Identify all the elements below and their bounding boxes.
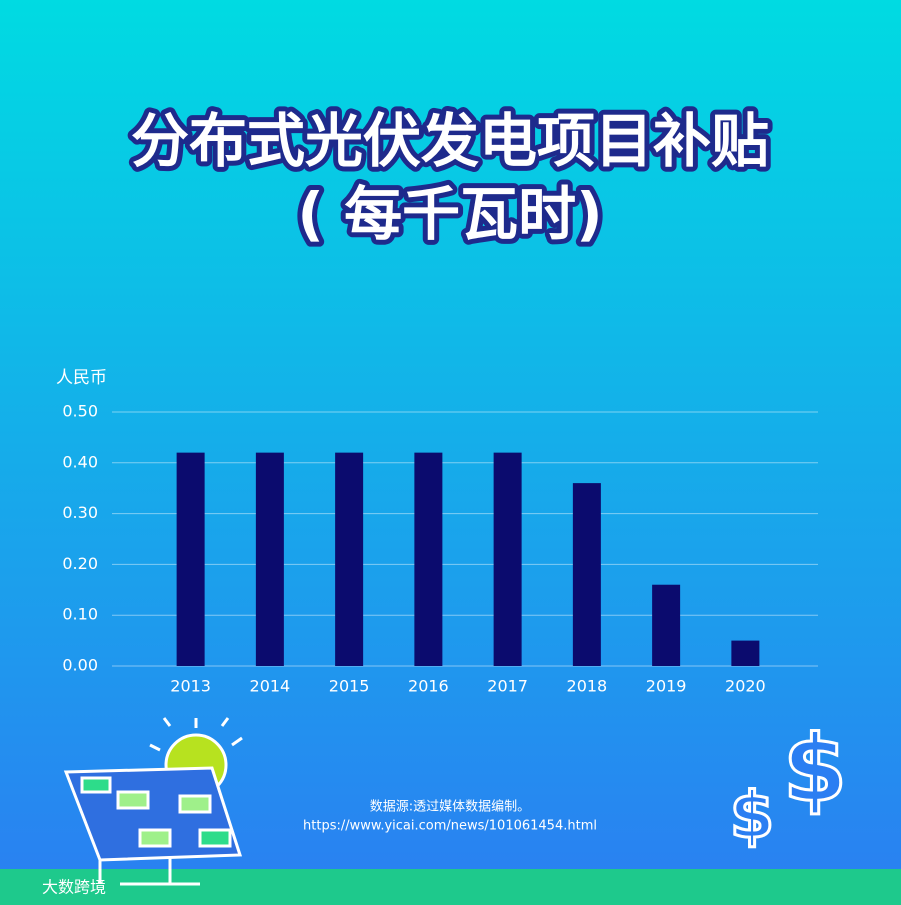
bar bbox=[176, 452, 205, 666]
y-tick-label: 0.00 bbox=[62, 656, 98, 675]
x-tick-label: 2015 bbox=[329, 677, 370, 696]
bar bbox=[414, 452, 443, 666]
x-tick-label: 2019 bbox=[646, 677, 687, 696]
bar bbox=[255, 452, 284, 666]
svg-text:$: $ bbox=[730, 780, 775, 854]
bar bbox=[572, 483, 601, 666]
bar bbox=[731, 640, 760, 666]
y-axis-label: 人民币 bbox=[56, 368, 107, 388]
y-tick-label: 0.20 bbox=[62, 554, 98, 573]
y-tick-label: 0.50 bbox=[62, 402, 98, 421]
x-tick-label: 2017 bbox=[487, 677, 528, 696]
svg-text:$: $ bbox=[783, 715, 847, 822]
bar bbox=[335, 452, 364, 666]
x-tick-label: 2016 bbox=[408, 677, 449, 696]
solar-panel-icon bbox=[63, 717, 243, 886]
x-tick-label: 2020 bbox=[725, 677, 766, 696]
x-tick-label: 2018 bbox=[567, 677, 608, 696]
y-tick-label: 0.30 bbox=[62, 503, 98, 522]
footer-brand: 大数跨境 bbox=[42, 878, 106, 897]
footer-bar bbox=[0, 869, 901, 905]
dollar-icon: $ $ bbox=[728, 714, 848, 855]
x-tick-label: 2013 bbox=[170, 677, 211, 696]
source-note: 数据源:透过媒体数据编制。 bbox=[370, 800, 530, 815]
chart-subtitle: ( 每千瓦时) bbox=[297, 180, 602, 248]
source-url: https://www.yicai.com/news/101061454.htm… bbox=[303, 819, 597, 834]
x-tick-label: 2014 bbox=[250, 677, 291, 696]
chart-title: 分布式光伏发电项目补贴 bbox=[131, 107, 769, 175]
bar bbox=[493, 452, 522, 666]
y-tick-label: 0.40 bbox=[62, 452, 98, 471]
y-tick-label: 0.10 bbox=[62, 605, 98, 624]
bar bbox=[652, 584, 681, 666]
